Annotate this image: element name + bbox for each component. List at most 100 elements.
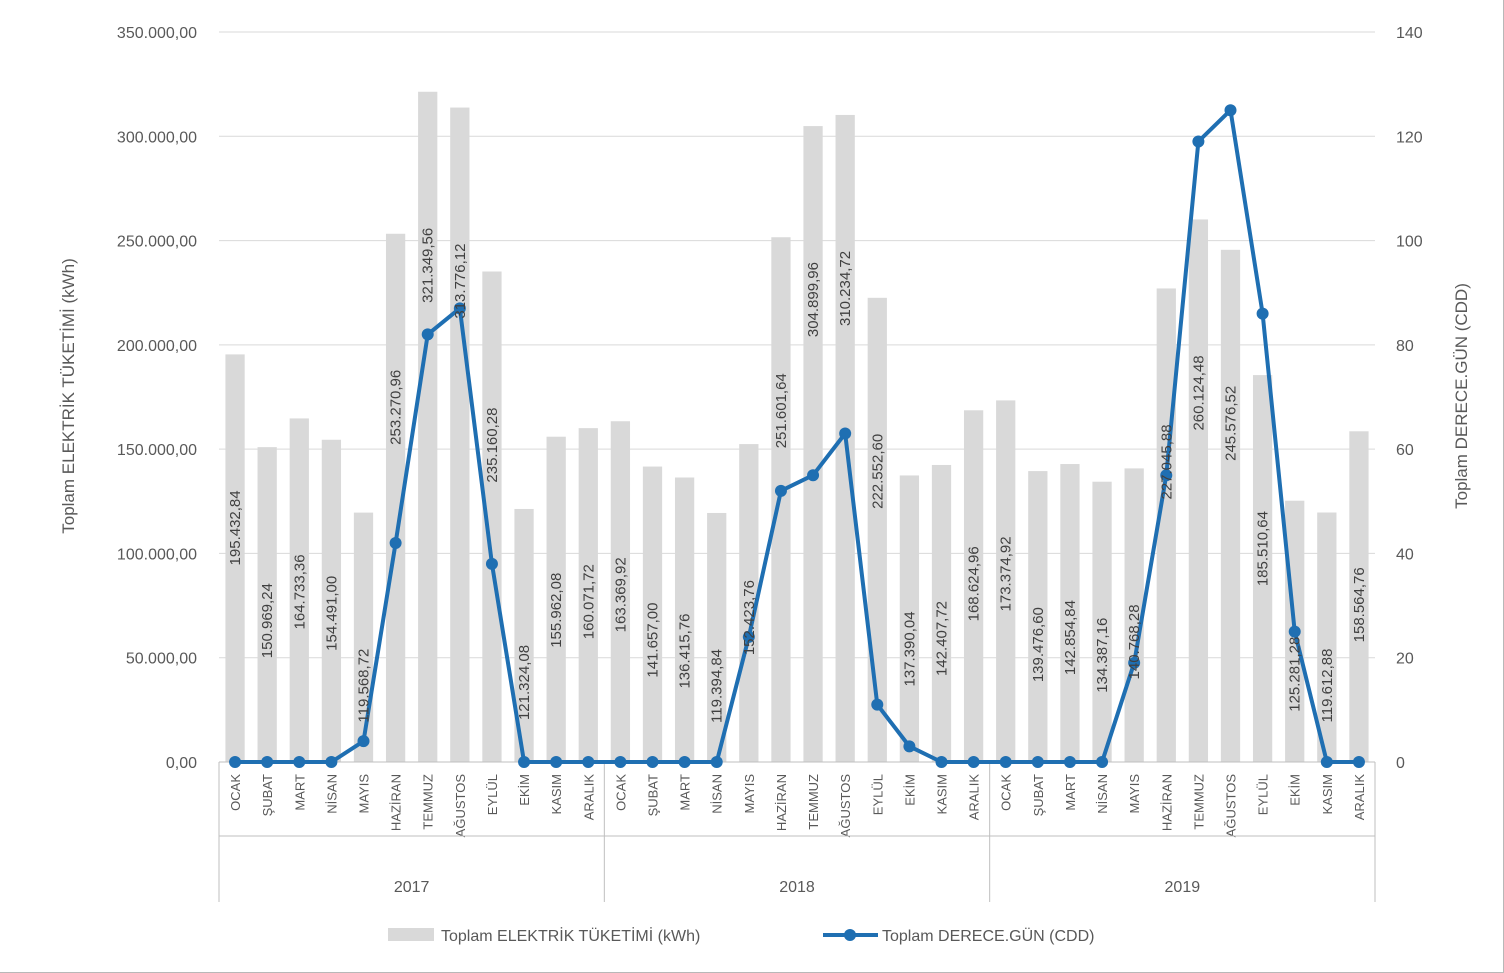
- x-tick-label-month: EKİM: [517, 774, 532, 806]
- bar: [578, 428, 598, 762]
- x-tick-label-month: HAZİRAN: [1159, 774, 1174, 831]
- bar: [707, 512, 727, 762]
- bar-data-label: 119.394,84: [709, 649, 726, 723]
- bar: [482, 271, 502, 762]
- bar-data-label: 313.776,12: [452, 244, 469, 319]
- line-point: [678, 756, 691, 768]
- x-tick-label-month: MAYIS: [357, 774, 372, 814]
- x-tick-label-month: TEMMUZ: [1191, 774, 1206, 830]
- bar-data-label: 158.564,76: [1351, 567, 1368, 642]
- line-point: [1192, 135, 1205, 148]
- x-tick-label-month: TEMMUZ: [806, 774, 821, 830]
- x-tick-label-month: ARALIK: [967, 774, 982, 821]
- bar-data-label: 125.281,28: [1287, 637, 1304, 712]
- bar: [353, 512, 374, 762]
- y-tick-label-left: 0,00: [166, 755, 197, 772]
- line-point: [1256, 307, 1269, 320]
- line-point: [1096, 756, 1109, 768]
- line-point: [357, 735, 370, 748]
- bar: [963, 410, 984, 762]
- line-point: [935, 756, 948, 768]
- line-point: [421, 328, 434, 341]
- line-point: [389, 537, 402, 549]
- bar-data-label: 235.160,28: [484, 408, 501, 483]
- x-tick-label-month: KASIM: [549, 774, 564, 814]
- bar: [321, 439, 342, 762]
- bar-data-label: 152.423,76: [741, 580, 758, 655]
- legend-line-marker: [844, 929, 856, 941]
- line-point: [325, 756, 338, 768]
- line-point: [903, 740, 916, 753]
- axes: 0,00 50.000,00 100.000,00 150.000,00 200.000…: [117, 25, 1423, 902]
- bar-data-label: 142.854,84: [1062, 600, 1079, 675]
- x-tick-label-month: KASIM: [935, 774, 950, 814]
- bar-data-label: 253.270,96: [388, 370, 405, 445]
- bar: [289, 418, 309, 762]
- bar: [996, 400, 1016, 762]
- bar: [1220, 249, 1241, 762]
- x-tick-label-month: OCAK: [999, 774, 1014, 811]
- x-tick-label-month: HAZİRAN: [774, 774, 789, 831]
- bar: [899, 475, 920, 762]
- bar-data-label: 168.624,96: [966, 546, 983, 621]
- x-tick-label-month: AĞUSTOS: [838, 774, 853, 838]
- y-tick-label-left: 200.000,00: [117, 338, 197, 355]
- x-tick-label-month: ŞUBAT: [1031, 774, 1046, 816]
- y-tick-label-left: 50.000,00: [126, 651, 197, 668]
- x-tick-label-month: MAYIS: [1127, 774, 1142, 814]
- bar-data-label: 195.432,84: [227, 490, 244, 565]
- bar-data-label: 140.768,28: [1126, 604, 1143, 679]
- bar-data-label: 227.045,88: [1158, 424, 1175, 499]
- bar-data-label: 137.390,04: [901, 611, 918, 686]
- bar-data-label: 321.349,56: [420, 228, 437, 303]
- x-tick-label-month: EKİM: [902, 774, 917, 806]
- y-axis-title-right: Toplam DERECE.GÜN (CDD): [1452, 283, 1471, 509]
- bar-data-label: 150.969,24: [259, 583, 276, 658]
- x-tick-label-month: ARALIK: [1352, 774, 1367, 821]
- x-tick-label-month: NİSAN: [710, 774, 725, 814]
- y-tick-label-left: 150.000,00: [117, 442, 197, 459]
- line-point: [1224, 104, 1237, 117]
- y-tick-label-left: 350.000,00: [117, 25, 197, 42]
- line-point: [999, 756, 1012, 768]
- bar-data-label: 173.374,92: [998, 536, 1015, 611]
- bar: [1092, 481, 1112, 762]
- bar: [1124, 468, 1144, 762]
- x-tick-label-month: NİSAN: [324, 774, 339, 814]
- bar: [674, 477, 695, 762]
- x-tick-label-month: MART: [292, 774, 307, 811]
- line-point: [1320, 756, 1333, 768]
- bar-data-label: 245.576,52: [1223, 386, 1240, 461]
- x-tick-label-month: EYLÜL: [1256, 774, 1271, 815]
- y-tick-label-left: 250.000,00: [117, 234, 197, 251]
- bar: [257, 447, 277, 762]
- bar: [1252, 375, 1273, 762]
- line-point: [1352, 756, 1365, 768]
- y-tick-label-right: 0: [1396, 755, 1405, 772]
- x-tick-label-month: EYLÜL: [485, 774, 500, 815]
- bar-data-label: 119.568,72: [356, 649, 373, 723]
- line-series: [229, 104, 1365, 768]
- bar: [546, 436, 566, 762]
- bar: [803, 126, 823, 762]
- bar-data-label: 163.369,92: [612, 557, 629, 632]
- line-point: [1128, 656, 1141, 669]
- bar-data-label: 155.962,08: [548, 573, 565, 648]
- bar: [418, 91, 438, 762]
- line-point: [807, 469, 820, 482]
- bar: [450, 107, 470, 762]
- bar: [1317, 512, 1337, 762]
- bar-data-label: 304.899,96: [805, 262, 822, 337]
- x-tick-label-year: 2018: [779, 879, 815, 896]
- line-point: [453, 302, 466, 315]
- bar-data-label: 164.733,36: [291, 554, 308, 629]
- data-labels: 195.432,84 150.969,24 164.733,36 154.491,00…: [227, 228, 1368, 723]
- line-point: [1063, 756, 1076, 768]
- line-point: [774, 484, 787, 497]
- bar-data-label: 139.476,60: [1030, 607, 1047, 682]
- x-tick-label-month: EKİM: [1288, 774, 1303, 806]
- bar-data-label: 310.234,72: [837, 251, 854, 326]
- line-point: [582, 756, 595, 768]
